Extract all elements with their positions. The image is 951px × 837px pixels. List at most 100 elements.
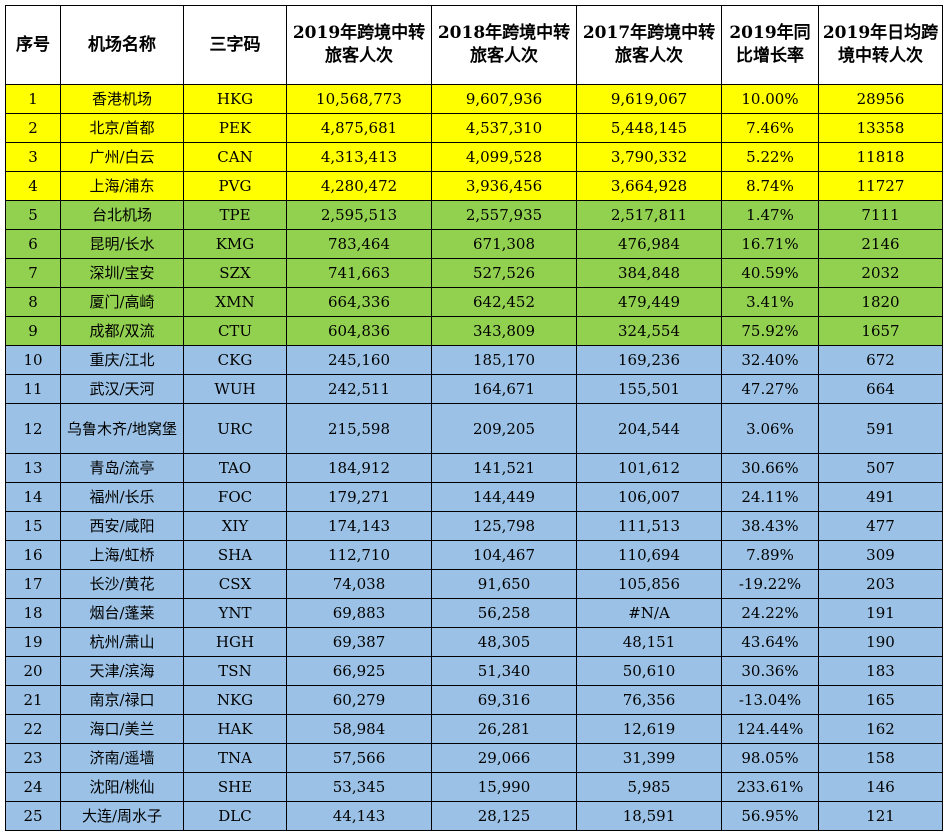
header-2019-passengers: 2019年跨境中转旅客人次 (286, 5, 432, 85)
cell-2018-passengers: 144,449 (431, 482, 577, 512)
cell-growth-rate: 124.44% (721, 714, 819, 744)
cell-iata-code: XMN (183, 287, 287, 317)
cell-growth-rate: 3.41% (721, 287, 819, 317)
cell-2018-passengers: 343,809 (431, 316, 577, 346)
cell-index: 15 (5, 511, 61, 541)
cell-index: 2 (5, 113, 61, 143)
header-2018-passengers: 2018年跨境中转旅客人次 (431, 5, 577, 85)
cell-airport-name: 大连/周水子 (60, 801, 184, 831)
cell-daily-average: 7111 (818, 200, 943, 230)
cell-2018-passengers: 141,521 (431, 453, 577, 483)
cell-airport-name: 北京/首都 (60, 113, 184, 143)
cell-2018-passengers: 125,798 (431, 511, 577, 541)
table-row: 18 烟台/蓬莱 YNT 69,883 56,258 #N/A 24.22% 191 (5, 598, 943, 628)
cell-growth-rate: 75.92% (721, 316, 819, 346)
table-row: 6 昆明/长水 KMG 783,464 671,308 476,984 16.71% 2146 (5, 229, 943, 259)
cell-growth-rate: 30.36% (721, 656, 819, 686)
cell-2017-passengers: #N/A (576, 598, 722, 628)
cell-2019-passengers: 174,143 (286, 511, 432, 541)
table-body: 1 香港机场 HKG 10,568,773 9,607,936 9,619,067 10.0… (5, 84, 943, 831)
cell-2019-passengers: 53,345 (286, 772, 432, 802)
cell-2017-passengers: 111,513 (576, 511, 722, 541)
cell-index: 9 (5, 316, 61, 346)
cell-2018-passengers: 91,650 (431, 569, 577, 599)
cell-2018-passengers: 671,308 (431, 229, 577, 259)
cell-2018-passengers: 185,170 (431, 345, 577, 375)
cell-iata-code: CSX (183, 569, 287, 599)
cell-index: 3 (5, 142, 61, 172)
cell-iata-code: PVG (183, 171, 287, 201)
cell-iata-code: TNA (183, 743, 287, 773)
cell-growth-rate: 233.61% (721, 772, 819, 802)
cell-index: 12 (5, 403, 61, 454)
table-row: 14 福州/长乐 FOC 179,271 144,449 106,007 24.11% 491 (5, 482, 943, 512)
cell-2017-passengers: 105,856 (576, 569, 722, 599)
cell-growth-rate: 40.59% (721, 258, 819, 288)
cell-daily-average: 1657 (818, 316, 943, 346)
cell-iata-code: TAO (183, 453, 287, 483)
cell-index: 14 (5, 482, 61, 512)
cell-2017-passengers: 155,501 (576, 374, 722, 404)
cell-iata-code: WUH (183, 374, 287, 404)
cell-airport-name: 广州/白云 (60, 142, 184, 172)
cell-daily-average: 1820 (818, 287, 943, 317)
cell-2017-passengers: 76,356 (576, 685, 722, 715)
cell-airport-name: 杭州/萧山 (60, 627, 184, 657)
cell-airport-name: 青岛/流亭 (60, 453, 184, 483)
cell-iata-code: PEK (183, 113, 287, 143)
header-2017-passengers: 2017年跨境中转旅客人次 (576, 5, 722, 85)
cell-index: 23 (5, 743, 61, 773)
table-row: 9 成都/双流 CTU 604,836 343,809 324,554 75.92% 1657 (5, 316, 943, 346)
cell-growth-rate: 5.22% (721, 142, 819, 172)
cell-daily-average: 203 (818, 569, 943, 599)
cell-index: 22 (5, 714, 61, 744)
cell-daily-average: 191 (818, 598, 943, 628)
cell-growth-rate: 3.06% (721, 403, 819, 454)
table-row: 16 上海/虹桥 SHA 112,710 104,467 110,694 7.89% 309 (5, 540, 943, 570)
cell-iata-code: HKG (183, 84, 287, 114)
cell-iata-code: SHA (183, 540, 287, 570)
cell-daily-average: 477 (818, 511, 943, 541)
cell-daily-average: 146 (818, 772, 943, 802)
cell-growth-rate: 16.71% (721, 229, 819, 259)
cell-2019-passengers: 215,598 (286, 403, 432, 454)
cell-2017-passengers: 50,610 (576, 656, 722, 686)
cell-growth-rate: 7.89% (721, 540, 819, 570)
cell-index: 21 (5, 685, 61, 715)
cell-daily-average: 13358 (818, 113, 943, 143)
cell-iata-code: DLC (183, 801, 287, 831)
cell-2017-passengers: 384,848 (576, 258, 722, 288)
cell-2018-passengers: 56,258 (431, 598, 577, 628)
cell-airport-name: 深圳/宝安 (60, 258, 184, 288)
cell-daily-average: 121 (818, 801, 943, 831)
cell-2019-passengers: 10,568,773 (286, 84, 432, 114)
cell-2019-passengers: 242,511 (286, 374, 432, 404)
cell-2018-passengers: 69,316 (431, 685, 577, 715)
cell-2017-passengers: 479,449 (576, 287, 722, 317)
cell-growth-rate: 30.66% (721, 453, 819, 483)
cell-airport-name: 济南/遥墙 (60, 743, 184, 773)
cell-iata-code: CKG (183, 345, 287, 375)
cell-index: 1 (5, 84, 61, 114)
cell-2019-passengers: 4,313,413 (286, 142, 432, 172)
cell-airport-name: 武汉/天河 (60, 374, 184, 404)
cell-2017-passengers: 18,591 (576, 801, 722, 831)
cell-airport-name: 上海/浦东 (60, 171, 184, 201)
cell-daily-average: 2146 (818, 229, 943, 259)
cell-iata-code: NKG (183, 685, 287, 715)
cell-airport-name: 昆明/长水 (60, 229, 184, 259)
cell-daily-average: 165 (818, 685, 943, 715)
cell-daily-average: 183 (818, 656, 943, 686)
table-row: 5 台北机场 TPE 2,595,513 2,557,935 2,517,811 1.47%… (5, 200, 943, 230)
cell-iata-code: SHE (183, 772, 287, 802)
cell-iata-code: HAK (183, 714, 287, 744)
table-row: 3 广州/白云 CAN 4,313,413 4,099,528 3,790,332 5.22… (5, 142, 943, 172)
cell-2019-passengers: 4,280,472 (286, 171, 432, 201)
cell-growth-rate: 47.27% (721, 374, 819, 404)
cell-2017-passengers: 12,619 (576, 714, 722, 744)
cell-2018-passengers: 51,340 (431, 656, 577, 686)
cell-airport-name: 西安/咸阳 (60, 511, 184, 541)
cell-growth-rate: 43.64% (721, 627, 819, 657)
cell-2017-passengers: 2,517,811 (576, 200, 722, 230)
cell-2017-passengers: 169,236 (576, 345, 722, 375)
